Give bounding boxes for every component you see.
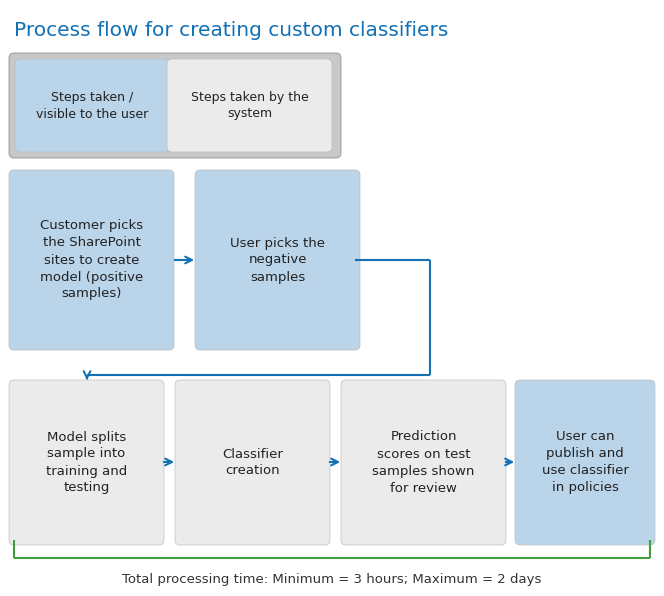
FancyBboxPatch shape: [195, 170, 360, 350]
FancyBboxPatch shape: [167, 59, 332, 152]
Text: User picks the
negative
samples: User picks the negative samples: [230, 237, 325, 284]
Text: Prediction
scores on test
samples shown
for review: Prediction scores on test samples shown …: [373, 430, 475, 495]
Text: User can
publish and
use classifier
in policies: User can publish and use classifier in p…: [542, 430, 628, 495]
FancyBboxPatch shape: [515, 380, 655, 545]
Text: Steps taken by the
system: Steps taken by the system: [191, 91, 308, 120]
FancyBboxPatch shape: [175, 380, 330, 545]
FancyBboxPatch shape: [341, 380, 506, 545]
FancyBboxPatch shape: [9, 53, 341, 158]
Text: Customer picks
the SharePoint
sites to create
model (positive
samples): Customer picks the SharePoint sites to c…: [40, 219, 143, 300]
FancyBboxPatch shape: [9, 380, 164, 545]
Text: Steps taken /
visible to the user: Steps taken / visible to the user: [37, 91, 149, 120]
Text: Classifier
creation: Classifier creation: [222, 448, 283, 477]
FancyBboxPatch shape: [9, 170, 174, 350]
Text: Process flow for creating custom classifiers: Process flow for creating custom classif…: [14, 20, 448, 39]
FancyBboxPatch shape: [15, 59, 170, 152]
Text: Model splits
sample into
training and
testing: Model splits sample into training and te…: [46, 430, 127, 495]
Text: Total processing time: Minimum = 3 hours; Maximum = 2 days: Total processing time: Minimum = 3 hours…: [122, 573, 542, 586]
